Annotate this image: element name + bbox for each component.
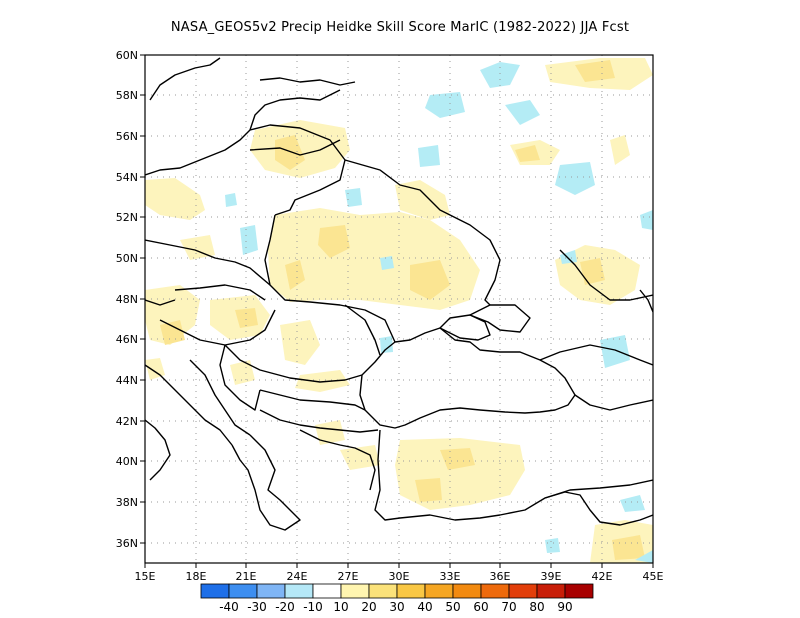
colorbar-swatch [228, 583, 258, 599]
colorbar [200, 583, 594, 599]
border-bulgaria [259, 389, 366, 411]
coastlines-and-borders [145, 57, 653, 531]
colorbar-swatch [536, 583, 566, 599]
colorbar-label: -30 [247, 600, 267, 614]
colorbar-label: -10 [303, 600, 323, 614]
border-slovakia [174, 284, 266, 301]
lat-label: 42N [116, 415, 138, 428]
lat-lon-grid [145, 55, 653, 563]
adriatic-coast [145, 364, 233, 446]
lat-label: 52N [116, 211, 138, 224]
border-turkey-east [574, 394, 653, 411]
azov-coast [469, 304, 531, 333]
border-austria [145, 299, 176, 306]
lat-label: 46N [116, 333, 138, 346]
lon-label: 15E [135, 570, 156, 583]
colorbar-swatch [256, 583, 286, 599]
lon-label: 39E [541, 570, 562, 583]
colorbar-swatch [200, 583, 230, 599]
colorbar-label: 70 [501, 600, 516, 614]
anatolia-south-coast [374, 429, 653, 526]
aegean-coast [299, 429, 376, 491]
lon-label: 27E [338, 570, 359, 583]
colorbar-swatch [312, 583, 342, 599]
colorbar-labels: -40 -30 -20 -10 10 20 30 40 50 60 70 80 … [219, 600, 572, 614]
lat-label: 48N [116, 293, 138, 306]
lon-label: 45E [643, 570, 664, 583]
colorbar-label: 20 [361, 600, 376, 614]
greece-coast [231, 434, 301, 531]
border-serbia [219, 344, 261, 411]
italy-coast [145, 419, 171, 481]
lat-labels: 36N 38N 40N 42N 44N 46N 48N 50N 52N 54N … [116, 49, 138, 550]
colorbar-swatch [284, 583, 314, 599]
lat-label: 54N [116, 171, 138, 184]
lon-labels: 15E 18E 21E 24E 27E 30E 33E 36E 39E 42E … [135, 570, 664, 583]
border-romania [224, 344, 363, 383]
border-poland [145, 239, 271, 286]
colorbar-label: 10 [333, 600, 348, 614]
lon-label: 30E [389, 570, 410, 583]
lat-label: 58N [116, 89, 138, 102]
border-moldova [344, 304, 381, 356]
lon-label: 21E [236, 570, 257, 583]
border-bulgaria-south [259, 409, 379, 433]
colorbar-swatch [480, 583, 510, 599]
colorbar-label: -40 [219, 600, 239, 614]
border-russia-kazakh [559, 249, 653, 301]
lon-label: 36E [490, 570, 511, 583]
border-balkans [189, 359, 251, 436]
colorbar-swatch [368, 583, 398, 599]
border-russia-ukraine [344, 159, 501, 306]
border-ukraine-west [264, 214, 396, 343]
caspian-coast [639, 289, 653, 313]
contour-neg-10-20 [225, 62, 653, 563]
colorbar-label: 40 [417, 600, 432, 614]
lat-label: 50N [116, 252, 138, 265]
crimea-coast [439, 314, 491, 341]
colorbar-label: -20 [275, 600, 295, 614]
colorbar-swatch [508, 583, 538, 599]
border-caucasus [539, 344, 653, 366]
baltic-north-coast [149, 57, 221, 101]
colorbar-swatch [396, 583, 426, 599]
lon-label: 24E [287, 570, 308, 583]
lat-label: 44N [116, 374, 138, 387]
lon-label: 42E [592, 570, 613, 583]
lat-label: 56N [116, 130, 138, 143]
colorbar-swatch [452, 583, 482, 599]
lat-label: 40N [116, 455, 138, 468]
colorbar-swatch [424, 583, 454, 599]
border-belarus [249, 124, 346, 216]
lat-label: 60N [116, 49, 138, 62]
finland-coast [259, 77, 356, 86]
colorbar-label: 30 [389, 600, 404, 614]
skill-contours [145, 58, 653, 563]
baltic-coast [145, 89, 341, 176]
contour-20-30 [160, 60, 645, 560]
colorbar-swatch [340, 583, 370, 599]
colorbar-label: 50 [445, 600, 460, 614]
colorbar-swatch [564, 583, 594, 599]
lon-label: 33E [440, 570, 461, 583]
lon-label: 18E [186, 570, 207, 583]
map-title: NASA_GEOS5v2 Precip Heidke Skill Score M… [170, 20, 630, 35]
colorbar-label: 80 [529, 600, 544, 614]
border-syria [544, 479, 653, 499]
colorbar-label: 60 [473, 600, 488, 614]
lat-label: 38N [116, 496, 138, 509]
border-baltics [249, 139, 341, 156]
lat-label: 36N [116, 537, 138, 550]
tick-marks [140, 54, 654, 568]
colorbar-label: 90 [557, 600, 572, 614]
